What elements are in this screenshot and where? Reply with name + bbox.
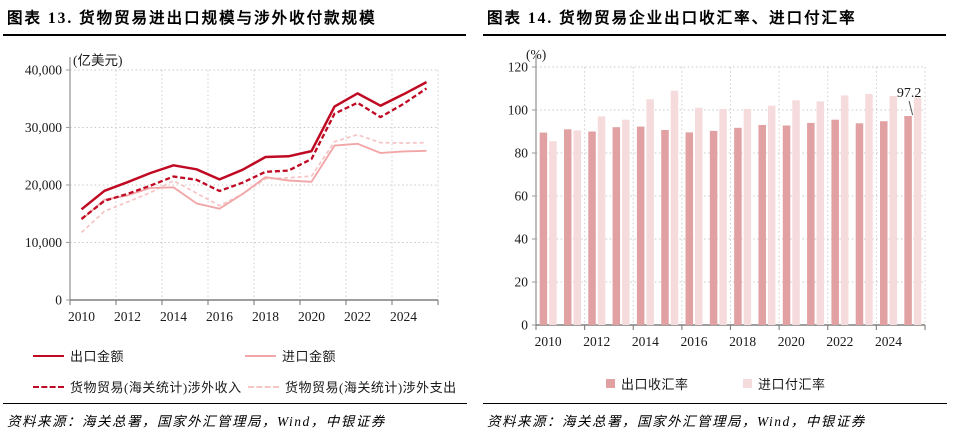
svg-text:2020: 2020 (298, 309, 325, 324)
figure-13-panel: 图表 13. 货物贸易进出口规模与涉外收付款规模 (亿美元) 0 10,000 20… (3, 6, 467, 430)
svg-text:2024: 2024 (875, 334, 902, 349)
svg-text:0: 0 (55, 293, 62, 308)
figure-14-source: 资料来源：海关总署，国家外汇管理局，Wind，中银证券 (483, 403, 947, 430)
svg-text:2020: 2020 (778, 334, 805, 349)
svg-text:2022: 2022 (826, 334, 853, 349)
legend-label: 进口付汇率 (758, 377, 826, 392)
svg-text:30,000: 30,000 (25, 120, 62, 135)
svg-text:97.2: 97.2 (897, 86, 922, 101)
import-payment-rate-swatch (743, 379, 752, 388)
legend-label: 出口收汇率 (621, 377, 689, 392)
figure-14-panel: 图表 14. 货物贸易企业出口收汇率、进口付汇率 (%) 0 20 40 60 80 10… (480, 0, 960, 439)
legend-item-export-amount: 出口金额 (33, 346, 124, 365)
svg-text:100: 100 (508, 103, 529, 118)
foreign-income-line-swatch (33, 385, 64, 388)
svg-text:0: 0 (521, 318, 528, 333)
figure-13-title: 图表 13. 货物贸易进出口规模与涉外收付款规模 (3, 6, 466, 36)
legend-label: 进口金额 (282, 349, 337, 364)
svg-text:2014: 2014 (632, 334, 659, 349)
svg-text:2018: 2018 (252, 309, 279, 324)
svg-text:40,000: 40,000 (25, 63, 62, 78)
svg-text:2016: 2016 (206, 309, 233, 324)
svg-text:2010: 2010 (68, 309, 95, 324)
legend-label: 货物贸易(海关统计)涉外支出 (285, 380, 457, 395)
legend-item-import-amount: 进口金额 (245, 346, 336, 365)
legend-label: 货物贸易(海关统计)涉外收入 (70, 380, 242, 395)
svg-text:2010: 2010 (535, 334, 562, 349)
legend-label: 出口金额 (70, 349, 125, 364)
legend-item-foreign-expenditure: 货物贸易(海关统计)涉外支出 (248, 377, 457, 396)
svg-text:2012: 2012 (583, 334, 610, 349)
svg-text:40: 40 (515, 232, 529, 247)
figure-14-title: 图表 14. 货物贸易企业出口收汇率、进口付汇率 (483, 6, 946, 36)
legend-item-foreign-income: 货物贸易(海关统计)涉外收入 (33, 377, 242, 396)
legend-item-export-collection-rate: 出口收汇率 (606, 374, 689, 393)
figure-13-unit-label: (亿美元) (73, 53, 123, 68)
svg-text:10,000: 10,000 (25, 235, 62, 250)
svg-text:20: 20 (515, 275, 529, 290)
svg-text:2018: 2018 (729, 334, 756, 349)
svg-text:2012: 2012 (114, 309, 141, 324)
svg-text:80: 80 (515, 146, 529, 161)
export-line-swatch (33, 354, 64, 357)
export-import-line-chart: 0 10,000 20,000 30,000 40,000 2010 2012 2014 201… (25, 57, 439, 324)
svg-text:2024: 2024 (390, 309, 417, 324)
foreign-expenditure-line-swatch (248, 385, 279, 388)
svg-text:2022: 2022 (344, 309, 371, 324)
exchange-rate-bar-chart: 0 20 40 60 80 100 120 2010 2012 2014 2016 2018 2020 2… (508, 54, 926, 349)
svg-text:2016: 2016 (681, 334, 708, 349)
legend-item-import-payment-rate: 进口付汇率 (743, 374, 826, 393)
svg-text:2014: 2014 (160, 309, 187, 324)
svg-text:120: 120 (508, 60, 529, 75)
svg-text:20,000: 20,000 (25, 178, 62, 193)
export-collection-rate-swatch (606, 379, 615, 388)
import-line-swatch (245, 354, 276, 357)
figure-13-source: 资料来源：海关总署，国家外汇管理局，Wind，中银证券 (3, 403, 467, 430)
svg-text:60: 60 (515, 189, 529, 204)
